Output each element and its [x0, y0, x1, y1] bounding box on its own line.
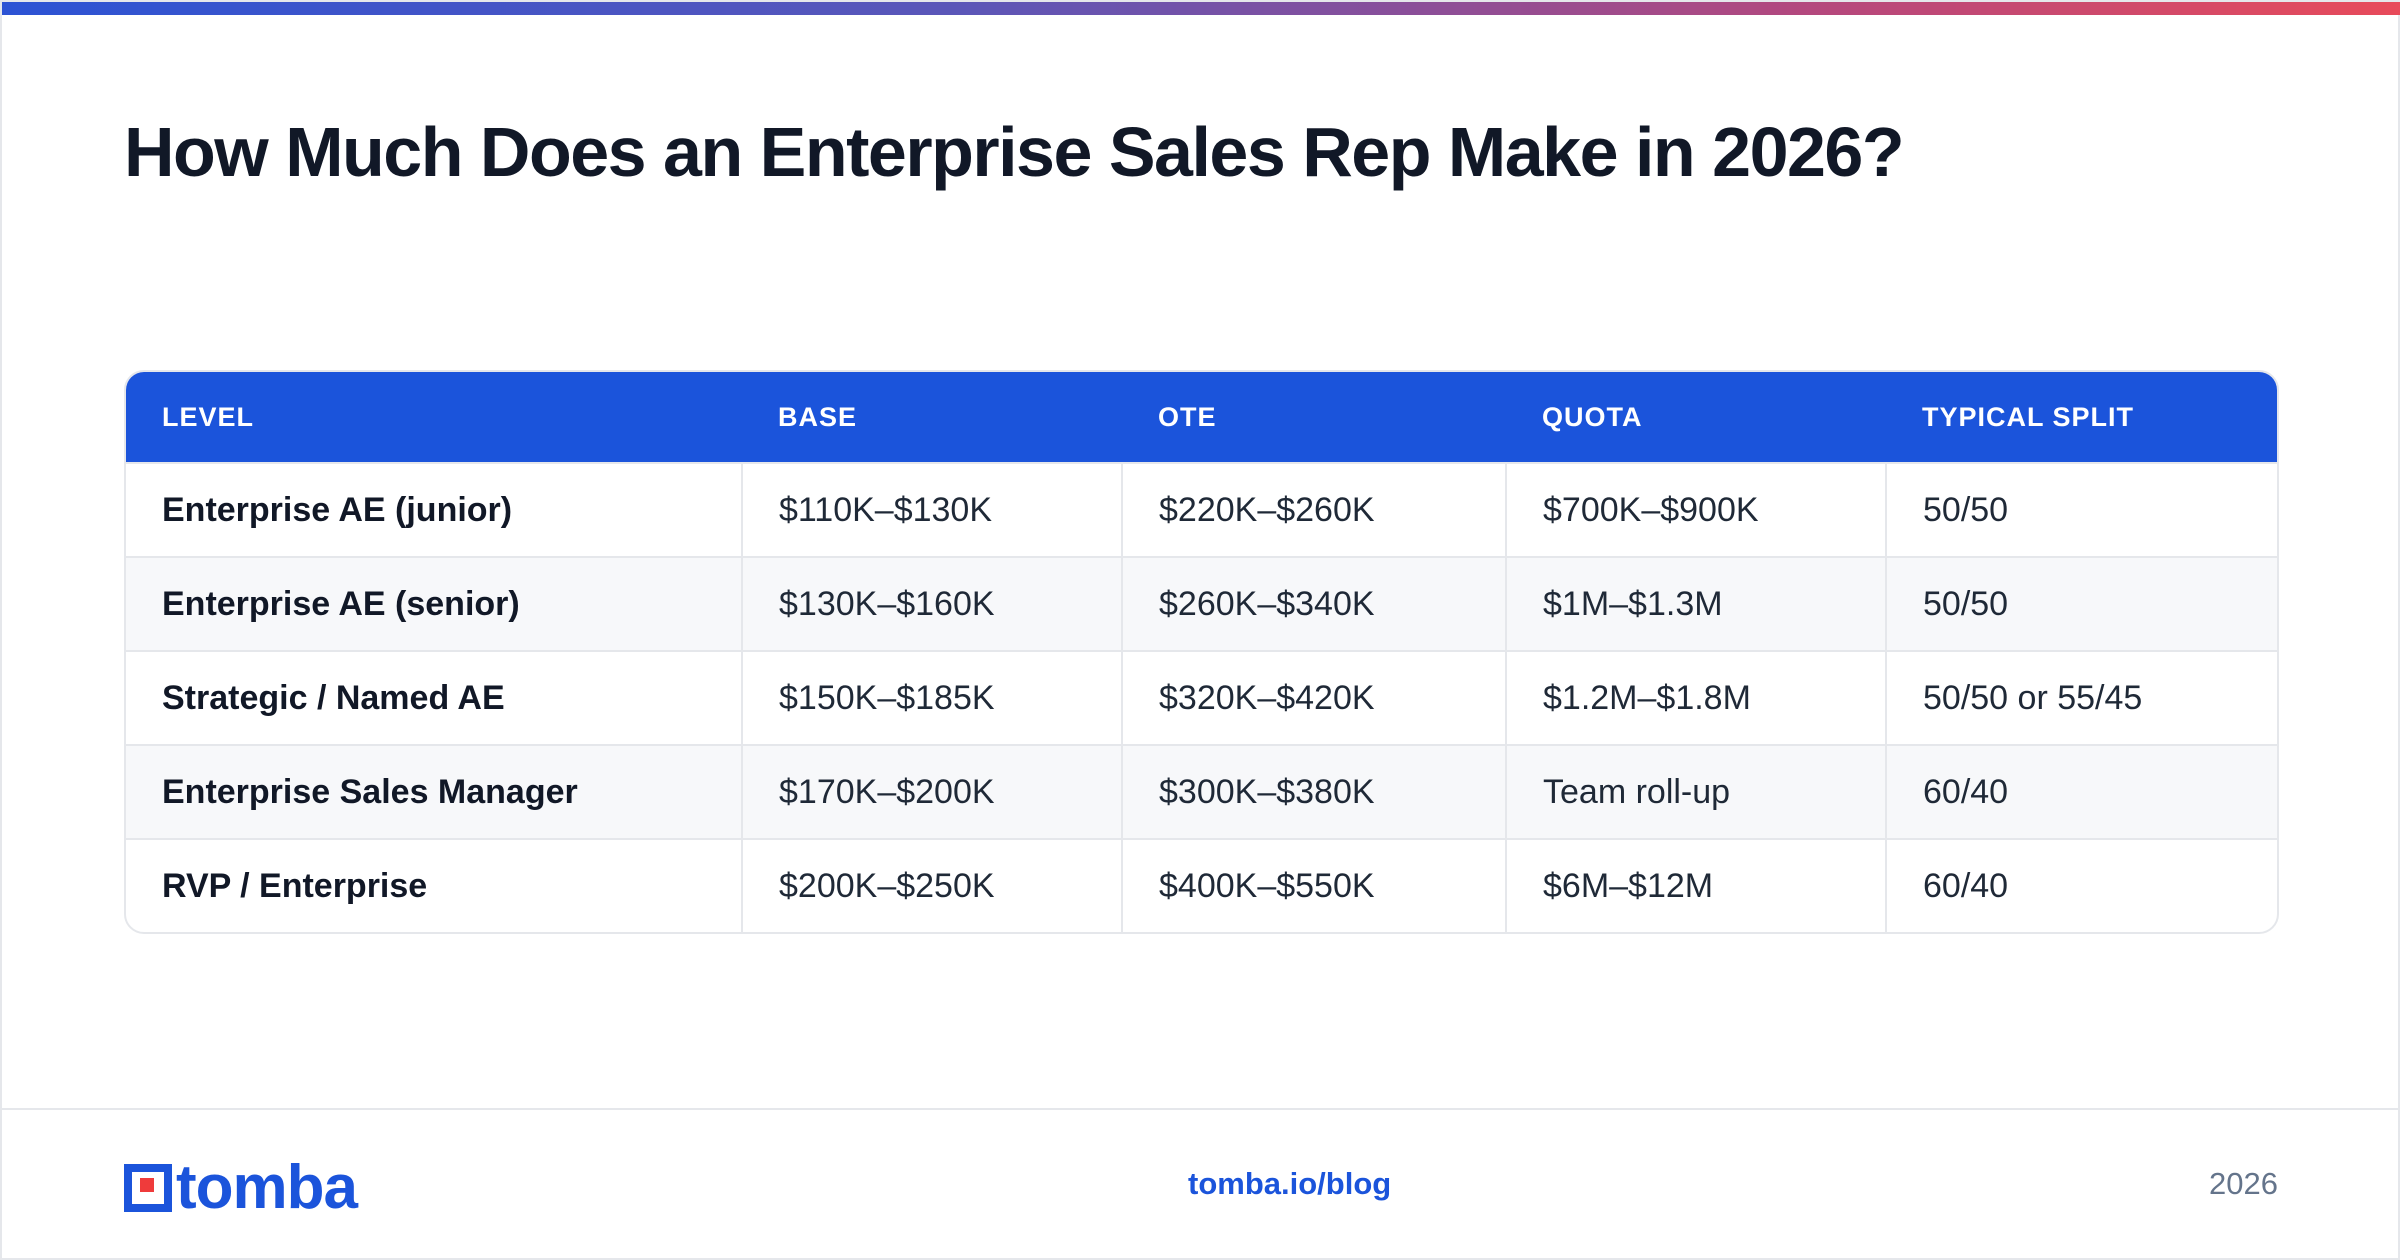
- footer-blog-link[interactable]: tomba.io/blog: [1188, 1166, 1392, 1201]
- table-row: Strategic / Named AE $150K–$185K $320K–$…: [126, 651, 2277, 745]
- cell-base: $110K–$130K: [741, 463, 1122, 557]
- salary-table-container: LEVEL BASE OTE QUOTA TYPICAL SPLIT Enter…: [124, 370, 2279, 934]
- logo-text: tomba: [176, 1153, 358, 1222]
- header-typical-split: TYPICAL SPLIT: [1922, 401, 2135, 432]
- cell-ote: $220K–$260K: [1121, 463, 1506, 557]
- footer-year: 2026: [2209, 1166, 2278, 1201]
- cell-level: Strategic / Named AE: [162, 678, 505, 717]
- header-ote: OTE: [1158, 401, 1217, 432]
- cell-split: 50/50: [1885, 557, 2277, 651]
- table-row: Enterprise Sales Manager $170K–$200K $30…: [126, 745, 2277, 839]
- cell-base: $200K–$250K: [741, 839, 1122, 932]
- salary-table: LEVEL BASE OTE QUOTA TYPICAL SPLIT Enter…: [126, 372, 2277, 932]
- cell-quota: Team roll-up: [1505, 745, 1886, 839]
- cell-quota: $700K–$900K: [1505, 463, 1886, 557]
- cell-ote: $260K–$340K: [1121, 557, 1506, 651]
- cell-quota: $1M–$1.3M: [1505, 557, 1886, 651]
- table-row: Enterprise AE (junior) $110K–$130K $220K…: [126, 463, 2277, 557]
- cell-ote: $320K–$420K: [1121, 651, 1506, 745]
- cell-ote: $400K–$550K: [1121, 839, 1506, 932]
- table-body: Enterprise AE (junior) $110K–$130K $220K…: [126, 463, 2277, 932]
- cell-split: 50/50 or 55/45: [1885, 651, 2277, 745]
- cell-level: Enterprise AE (senior): [162, 584, 520, 623]
- table-row: Enterprise AE (senior) $130K–$160K $260K…: [126, 557, 2277, 651]
- tomba-logo[interactable]: tomba: [124, 1153, 358, 1222]
- cell-split: 60/40: [1885, 745, 2277, 839]
- cell-split: 50/50: [1885, 463, 2277, 557]
- cell-base: $130K–$160K: [741, 557, 1122, 651]
- table-row: RVP / Enterprise $200K–$250K $400K–$550K…: [126, 839, 2277, 932]
- table-header-row: LEVEL BASE OTE QUOTA TYPICAL SPLIT: [126, 372, 2277, 463]
- cell-level: Enterprise AE (junior): [162, 490, 513, 529]
- logo-mark-icon: [124, 1164, 172, 1212]
- table-header: LEVEL BASE OTE QUOTA TYPICAL SPLIT: [126, 372, 2277, 463]
- header-level: LEVEL: [162, 401, 255, 432]
- header-base: BASE: [778, 401, 858, 432]
- cell-level: Enterprise Sales Manager: [162, 772, 578, 811]
- gradient-top-bar: [2, 2, 2400, 15]
- cell-quota: $1.2M–$1.8M: [1505, 651, 1886, 745]
- cell-level: RVP / Enterprise: [162, 867, 428, 905]
- cell-base: $150K–$185K: [741, 651, 1122, 745]
- footer-divider: [2, 1108, 2400, 1110]
- cell-quota: $6M–$12M: [1505, 839, 1886, 932]
- cell-base: $170K–$200K: [741, 745, 1122, 839]
- page-title: How Much Does an Enterprise Sales Rep Ma…: [124, 113, 1905, 191]
- cell-ote: $300K–$380K: [1121, 745, 1506, 839]
- header-quota: QUOTA: [1542, 401, 1643, 432]
- cell-split: 60/40: [1885, 839, 2277, 932]
